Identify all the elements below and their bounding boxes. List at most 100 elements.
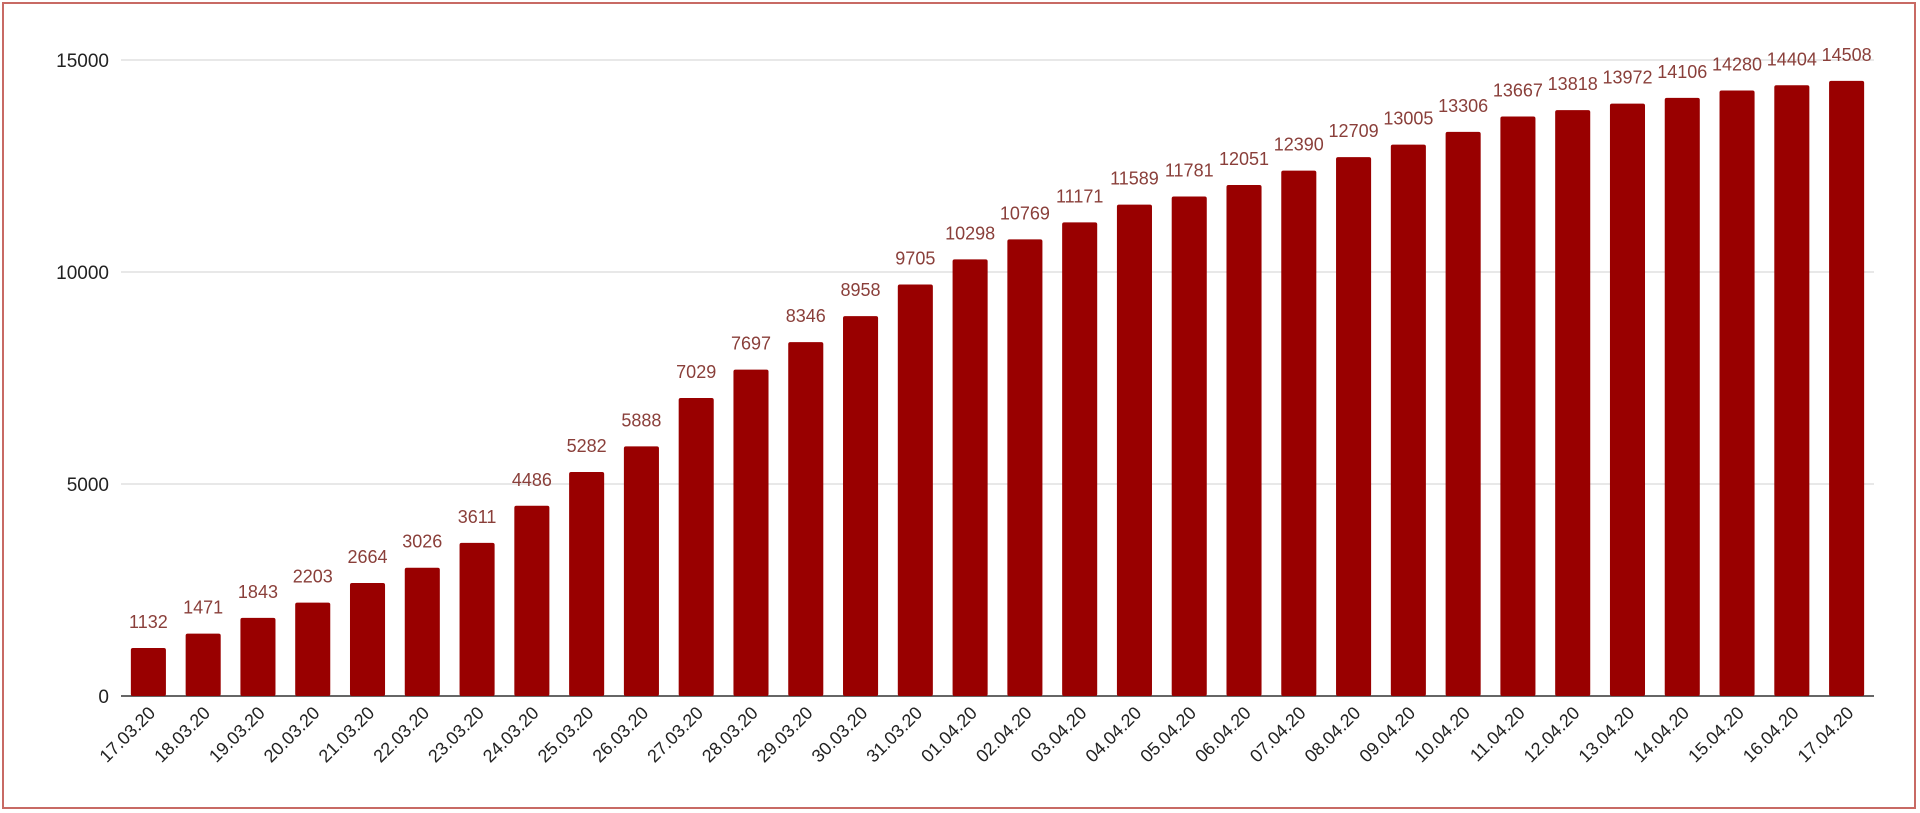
bar-20.03.20 (295, 602, 331, 696)
x-tick-label: 19.03.20 (205, 703, 269, 767)
data-label: 3026 (402, 532, 442, 552)
bar-08.04.20 (1336, 157, 1372, 696)
data-label: 2203 (293, 567, 333, 587)
bar-03.04.20 (1062, 222, 1098, 696)
y-tick-label: 15000 (56, 51, 109, 72)
data-label: 7029 (676, 362, 716, 382)
data-label: 14106 (1657, 62, 1707, 82)
x-tick-label: 03.04.20 (1027, 703, 1091, 767)
data-label: 8958 (841, 280, 881, 300)
data-label: 1471 (183, 598, 223, 618)
data-label: 11781 (1165, 160, 1214, 180)
bars (130, 80, 1865, 697)
bar-17.03.20 (130, 648, 166, 696)
bar-07.04.20 (1281, 170, 1317, 696)
x-tick-label: 13.04.20 (1575, 703, 1639, 767)
data-label: 5888 (621, 410, 661, 430)
bar-10.04.20 (1445, 131, 1481, 697)
bar-05.04.20 (1171, 196, 1207, 696)
x-tick-label: 06.04.20 (1191, 703, 1255, 767)
bar-24.03.20 (514, 505, 550, 696)
x-tick-label: 17.03.20 (96, 703, 160, 767)
bar-chart: 0 5000 10000 15000 1132 1471 1843 2203 2664 3026… (56, 45, 1874, 767)
y-tick-label: 10000 (56, 263, 109, 284)
y-tick-label: 0 (98, 687, 109, 708)
x-tick-label: 30.03.20 (808, 703, 872, 767)
x-tick-label: 16.04.20 (1739, 703, 1803, 767)
data-labels: 1132 1471 1843 2203 2664 3026 3611 4486 5282 5888… (129, 45, 1872, 632)
bar-29.03.20 (788, 342, 824, 696)
data-label: 13667 (1493, 81, 1543, 101)
x-tick-label: 31.03.20 (862, 703, 926, 767)
bar-19.03.20 (240, 617, 276, 696)
x-tick-label: 18.03.20 (150, 703, 214, 767)
x-tick-label: 24.03.20 (479, 703, 543, 767)
data-label: 7697 (731, 334, 771, 354)
y-axis-ticks: 0 5000 10000 15000 (56, 51, 109, 708)
data-label: 14280 (1712, 55, 1762, 75)
y-tick-label: 5000 (67, 475, 109, 496)
bar-18.03.20 (185, 633, 221, 696)
bar-01.04.20 (952, 259, 988, 696)
bar-30.03.20 (843, 316, 879, 696)
bar-11.04.20 (1500, 116, 1536, 696)
x-tick-label: 02.04.20 (972, 703, 1036, 767)
x-axis-ticks: 17.03.2018.03.2019.03.2020.03.2021.03.20… (96, 703, 1858, 767)
x-tick-label: 11.04.20 (1466, 703, 1529, 766)
bar-23.03.20 (459, 542, 495, 696)
x-tick-label: 17.04.20 (1794, 703, 1858, 767)
bar-04.04.20 (1116, 204, 1152, 696)
bar-26.03.20 (623, 446, 659, 696)
bar-21.03.20 (349, 583, 386, 696)
x-tick-label: 25.03.20 (534, 703, 598, 767)
x-tick-label: 01.04.20 (917, 703, 981, 767)
bar-02.04.20 (1007, 239, 1043, 696)
data-label: 11589 (1110, 169, 1159, 189)
data-label: 9705 (895, 249, 935, 269)
data-label: 14508 (1822, 45, 1872, 65)
data-label: 5282 (567, 436, 607, 456)
bar-25.03.20 (569, 472, 605, 696)
data-label: 13306 (1438, 96, 1488, 116)
data-label: 8346 (786, 306, 826, 326)
x-tick-label: 21.03.20 (315, 703, 379, 767)
x-tick-label: 29.03.20 (753, 703, 817, 767)
bar-15.04.20 (1719, 90, 1755, 696)
data-label: 14404 (1767, 49, 1817, 69)
data-label: 4486 (512, 470, 552, 490)
x-tick-label: 05.04.20 (1136, 703, 1200, 767)
x-tick-label: 04.04.20 (1082, 703, 1146, 767)
bar-14.04.20 (1664, 97, 1700, 697)
data-label: 3611 (458, 507, 497, 527)
bar-06.04.20 (1226, 185, 1262, 696)
x-tick-label: 20.03.20 (260, 703, 324, 767)
data-label: 13005 (1383, 109, 1433, 129)
data-label: 11171 (1056, 186, 1103, 206)
x-tick-label: 22.03.20 (369, 703, 433, 767)
x-tick-label: 07.04.20 (1246, 703, 1310, 767)
data-label: 10769 (1000, 203, 1050, 223)
x-tick-label: 28.03.20 (698, 703, 762, 767)
bar-12.04.20 (1555, 110, 1591, 696)
x-tick-label: 09.04.20 (1355, 703, 1419, 767)
x-tick-label: 27.03.20 (643, 703, 707, 767)
data-label: 1132 (129, 612, 168, 632)
data-label: 13972 (1602, 68, 1652, 88)
bar-31.03.20 (897, 284, 933, 696)
bar-22.03.20 (404, 567, 440, 696)
data-label: 12390 (1274, 135, 1324, 155)
bar-17.04.20 (1829, 80, 1865, 697)
data-label: 13818 (1548, 74, 1598, 94)
x-tick-label: 26.03.20 (589, 703, 653, 767)
data-label: 12709 (1329, 121, 1379, 141)
data-label: 12051 (1219, 149, 1269, 169)
data-label: 1843 (238, 582, 278, 602)
bar-09.04.20 (1390, 144, 1426, 696)
x-tick-label: 12.04.20 (1520, 703, 1584, 767)
x-tick-label: 15.04.20 (1684, 703, 1748, 767)
bar-13.04.20 (1609, 103, 1646, 696)
bar-27.03.20 (678, 397, 714, 696)
bar-28.03.20 (733, 369, 769, 696)
x-tick-label: 14.04.20 (1629, 703, 1693, 767)
